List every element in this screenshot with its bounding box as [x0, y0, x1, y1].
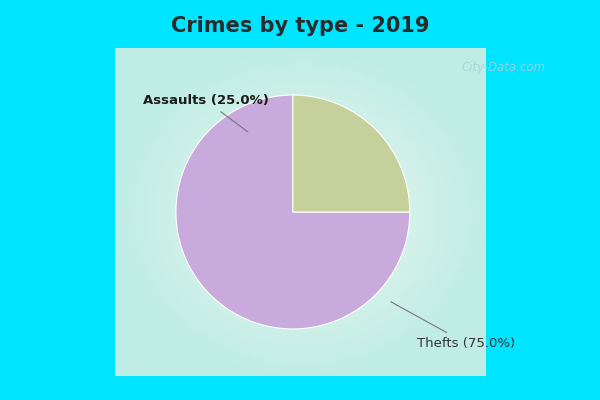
Text: Crimes by type - 2019: Crimes by type - 2019 [171, 16, 429, 36]
Text: Assaults (25.0%): Assaults (25.0%) [143, 94, 269, 132]
Wedge shape [293, 95, 410, 212]
Wedge shape [176, 95, 410, 329]
Text: City-Data.com: City-Data.com [462, 62, 546, 74]
Text: Thefts (75.0%): Thefts (75.0%) [391, 302, 515, 350]
